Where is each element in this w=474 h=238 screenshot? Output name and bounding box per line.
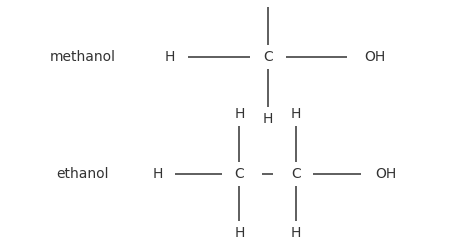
Text: OH: OH bbox=[364, 50, 385, 64]
Text: OH: OH bbox=[376, 167, 397, 181]
Text: C: C bbox=[292, 167, 301, 181]
Text: H: H bbox=[291, 107, 301, 121]
Text: H: H bbox=[263, 0, 273, 2]
Text: C: C bbox=[235, 167, 244, 181]
Text: H: H bbox=[153, 167, 163, 181]
Text: H: H bbox=[263, 112, 273, 126]
Text: C: C bbox=[263, 50, 273, 64]
Text: H: H bbox=[291, 226, 301, 238]
Text: H: H bbox=[165, 50, 175, 64]
Text: methanol: methanol bbox=[50, 50, 116, 64]
Text: H: H bbox=[234, 107, 245, 121]
Text: H: H bbox=[234, 226, 245, 238]
Text: ethanol: ethanol bbox=[57, 167, 109, 181]
